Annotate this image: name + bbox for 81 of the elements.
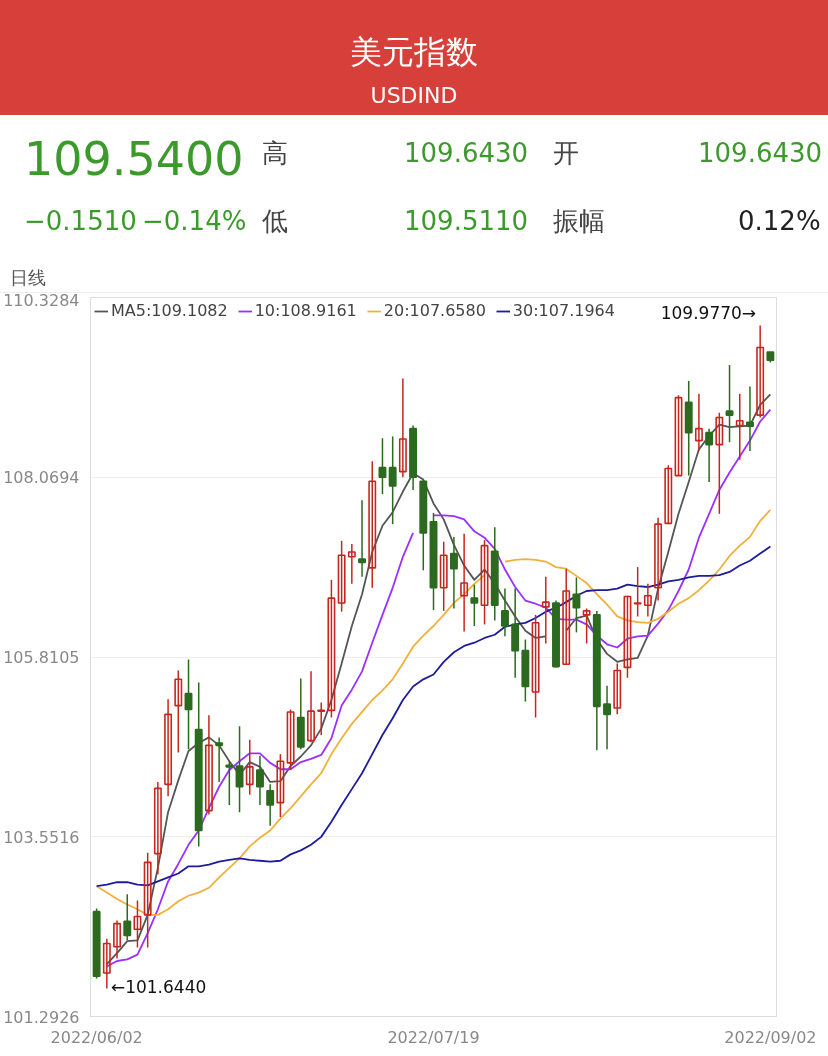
candlestick [204, 714, 213, 816]
text: 0.12% [738, 205, 821, 238]
candlestick [449, 536, 458, 610]
candlestick [582, 607, 591, 645]
x-tick-label: 2022/07/19 [387, 1027, 480, 1047]
candlestick [572, 576, 581, 634]
legend-label: 30:107.1964 [512, 301, 615, 320]
candlestick [541, 575, 550, 645]
candlestick [307, 670, 315, 743]
candlestick [164, 698, 173, 798]
y-tick-label: 103.5516 [3, 827, 80, 847]
candlestick [388, 435, 397, 525]
candlestick [480, 539, 489, 626]
candlestick [347, 543, 356, 585]
candlestick [235, 725, 244, 813]
candlestick [715, 412, 724, 515]
candlestick [470, 583, 479, 627]
candlestick [756, 324, 765, 419]
candlestick [694, 392, 703, 452]
text: 日线 [10, 266, 46, 290]
legend-label: 10:108.9161 [254, 301, 357, 320]
candlestick [368, 460, 377, 589]
line-series [95, 545, 772, 888]
candlestick [113, 919, 122, 960]
x-tick-label: 2022/06/02 [50, 1027, 143, 1047]
candlestick [215, 736, 224, 783]
candlestick [174, 669, 183, 754]
candlestick [460, 532, 469, 633]
candlestick [633, 566, 642, 618]
candlestick [643, 583, 652, 618]
candlestick [735, 392, 744, 461]
candlestick [623, 595, 632, 679]
candlestick [654, 517, 663, 602]
y-tick-label: 110.3284 [3, 290, 80, 310]
candlestick [613, 662, 622, 716]
y-tick-label: 105.8105 [3, 648, 80, 667]
candlestick [286, 708, 295, 771]
text: 109.5400 [24, 131, 244, 188]
chart-subtitle: USDIND [369, 81, 459, 110]
candlestick [245, 739, 254, 796]
candlestick [153, 781, 162, 876]
annotation: ←101.6440 [110, 976, 207, 997]
text: 开 [553, 137, 579, 170]
candlestick [531, 614, 540, 719]
text: −0.1510 [24, 205, 137, 238]
candlestick [266, 783, 275, 827]
candlestick [725, 364, 734, 443]
candlestick [255, 754, 264, 806]
candlestick [143, 852, 152, 949]
text: 高 [262, 137, 288, 170]
candlestick [102, 937, 111, 990]
legend-label: 20:107.6580 [383, 301, 486, 320]
candlestick [276, 753, 285, 818]
candlestick [562, 567, 571, 665]
candlestick [664, 464, 673, 525]
candlestick [225, 760, 234, 806]
candlestick [337, 540, 346, 613]
text: −0.14% [142, 205, 247, 238]
x-tick-label: 2022/09/02 [724, 1027, 817, 1047]
text: 109.6430 [698, 137, 823, 170]
candlestick [327, 579, 336, 719]
candlestick [378, 437, 387, 495]
chart-title: 美元指数 [349, 32, 479, 73]
candlestick [398, 377, 407, 478]
candlestick [358, 499, 367, 578]
candlestick [745, 385, 754, 452]
y-tick-label: 101.2926 [3, 1007, 80, 1027]
candlestick [674, 394, 683, 477]
candlestick [439, 540, 448, 612]
text: 109.6430 [404, 137, 529, 170]
text: 振幅 [553, 205, 605, 238]
candlestick [603, 684, 612, 751]
candlestick [123, 893, 132, 942]
candlestick [500, 587, 509, 638]
annotation: 109.9770→ [660, 303, 757, 324]
candlestick [705, 427, 714, 483]
y-tick-label: 108.0694 [3, 468, 80, 488]
candlestick [133, 899, 142, 949]
text: 低 [262, 205, 288, 238]
legend-label: MA5:109.1082 [111, 301, 228, 320]
text: 109.5110 [404, 205, 529, 238]
